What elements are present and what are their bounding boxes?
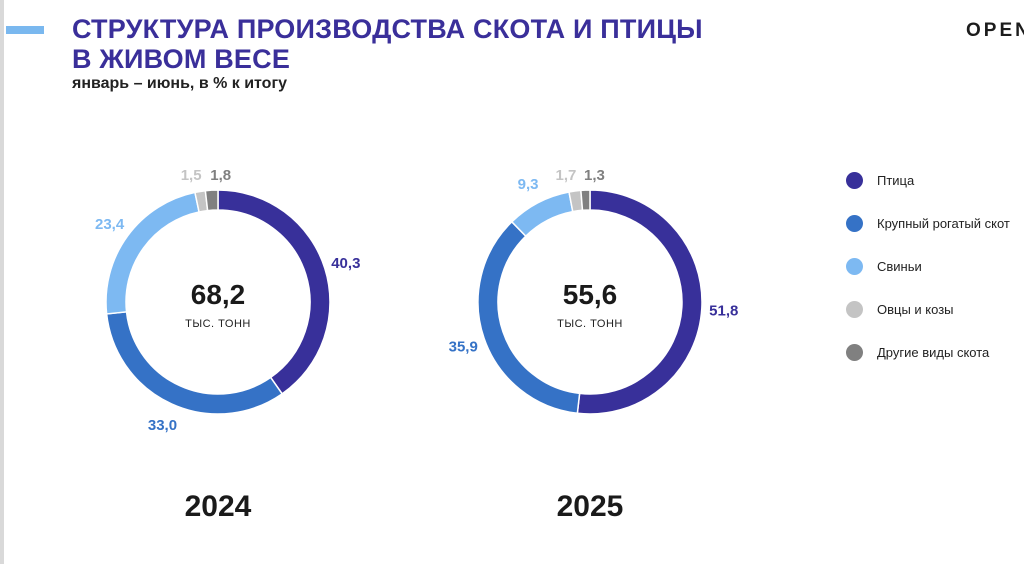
slice-2025-2	[510, 191, 574, 238]
brand-logo: OPEN	[966, 20, 1024, 41]
legend-item-1: Крупный рогатый скот	[846, 215, 1010, 232]
legend-label: Крупный рогатый скот	[877, 216, 1010, 231]
data-label-2025-2: 9,3	[518, 176, 539, 193]
legend-label: Птица	[877, 173, 915, 188]
legend-label: Другие виды скота	[877, 345, 990, 360]
center-value-2024: 68,2	[191, 279, 246, 310]
page-subtitle: январь – июнь, в % к итогу	[72, 75, 288, 92]
legend-label: Свиньи	[877, 259, 922, 274]
data-label-2025-3: 1,7	[555, 167, 576, 184]
legend-item-2: Свиньи	[846, 258, 922, 275]
data-label-2024-0: 40,3	[331, 255, 360, 272]
data-label-2024-3: 1,5	[181, 167, 202, 184]
data-label-2024-1: 33,0	[148, 417, 177, 434]
center-unit-2025: ТЫС. ТОНН	[557, 318, 623, 330]
legend-swatch	[846, 215, 863, 232]
slice-2024-2	[105, 191, 200, 315]
data-label-2025-0: 51,8	[709, 303, 738, 320]
title-line-2: В ЖИВОМ ВЕСЕ	[72, 44, 291, 74]
left-edge-divider	[0, 0, 4, 564]
legend-swatch	[846, 258, 863, 275]
legend-item-4: Другие виды скота	[846, 344, 989, 361]
center-unit-2024: ТЫС. ТОНН	[185, 318, 251, 330]
page-title: СТРУКТУРА ПРОИЗВОДСТВА СКОТА И ПТИЦЫ В Ж…	[72, 14, 772, 74]
slice-2025-4	[580, 189, 591, 212]
legend-item-3: Овцы и козы	[846, 301, 954, 318]
year-label-2025: 2025	[557, 490, 624, 523]
legend-label: Овцы и козы	[877, 302, 954, 317]
title-line-1: СТРУКТУРА ПРОИЗВОДСТВА СКОТА И ПТИЦЫ	[72, 14, 703, 44]
legend-swatch	[846, 172, 863, 189]
data-label-2025-1: 35,9	[449, 338, 478, 355]
accent-bar	[6, 26, 44, 34]
year-label-2024: 2024	[185, 490, 252, 523]
donut-chart-2024: 40,3 33,0 23,4 1,5 1,8 68,2 ТЫС. ТОНН 2024	[95, 167, 360, 523]
legend-swatch	[846, 301, 863, 318]
data-label-2024-4: 1,8	[210, 167, 231, 184]
legend-swatch	[846, 344, 863, 361]
donut-chart-2025: 51,8 35,9 9,3 1,7 1,3 55,6 ТЫС. ТОНН 2025	[449, 167, 739, 523]
data-label-2025-4: 1,3	[584, 167, 605, 184]
legend-item-0: Птица	[846, 172, 914, 189]
data-label-2024-2: 23,4	[95, 216, 125, 233]
center-value-2025: 55,6	[563, 279, 618, 310]
slice-2024-4	[204, 189, 219, 212]
